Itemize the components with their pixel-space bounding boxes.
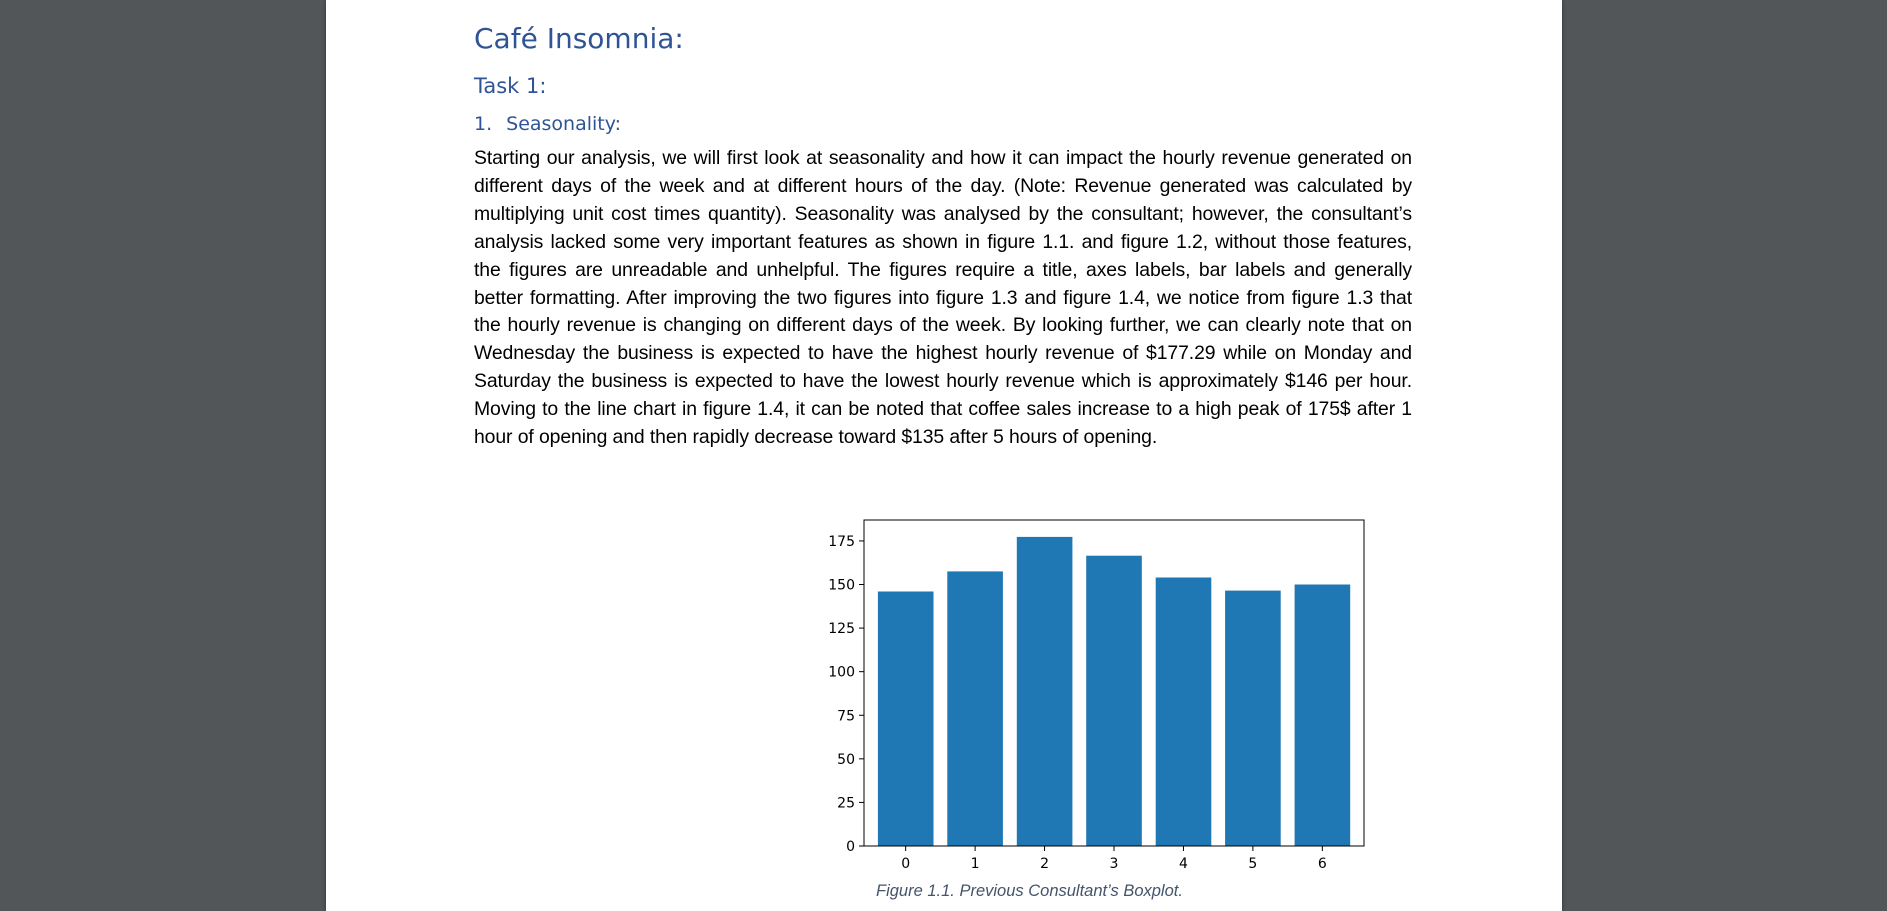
bar-4 bbox=[1155, 577, 1212, 846]
x-tick-label-4: 4 bbox=[1179, 856, 1188, 872]
figure-caption: Figure 1.1. Previous Consultant’s Boxplo… bbox=[876, 882, 1183, 900]
bar-chart: 0 25 50 75 100 125 150 175 0 1 2 3 4 5 6 bbox=[828, 519, 1365, 872]
y-tick-label-0: 0 bbox=[846, 839, 855, 855]
y-tick-label-100: 100 bbox=[828, 665, 855, 681]
y-tick-label-25: 25 bbox=[837, 795, 855, 811]
y-tick-label-150: 150 bbox=[828, 578, 855, 594]
body-paragraph: Starting our analysis, we will first loo… bbox=[474, 147, 1412, 449]
x-tick-label-5: 5 bbox=[1248, 856, 1257, 872]
bar-3 bbox=[1086, 555, 1142, 846]
document-title: Café Insomnia: bbox=[474, 22, 684, 55]
section-heading: 1. Seasonality: bbox=[474, 113, 621, 135]
section-number: 1. bbox=[474, 113, 493, 135]
x-tick-label-3: 3 bbox=[1110, 856, 1119, 872]
x-tick-label-2: 2 bbox=[1040, 856, 1049, 872]
y-tick-label-75: 75 bbox=[837, 708, 855, 724]
bar-0 bbox=[877, 591, 934, 846]
bar-2 bbox=[1016, 536, 1073, 846]
x-tick-label-6: 6 bbox=[1318, 856, 1327, 872]
section-title: Seasonality: bbox=[506, 113, 622, 135]
bar-5 bbox=[1225, 590, 1281, 846]
bar-1 bbox=[947, 571, 1003, 846]
y-tick-label-175: 175 bbox=[828, 534, 855, 550]
bar-6 bbox=[1294, 584, 1351, 846]
y-tick-label-50: 50 bbox=[837, 752, 855, 768]
x-tick-label-0: 0 bbox=[901, 856, 910, 872]
x-tick-label-1: 1 bbox=[971, 856, 980, 872]
y-tick-label-125: 125 bbox=[828, 621, 855, 637]
document-page: Café Insomnia: Task 1: 1. Seasonality: St… bbox=[326, 0, 1562, 911]
task-heading: Task 1: bbox=[474, 74, 547, 98]
